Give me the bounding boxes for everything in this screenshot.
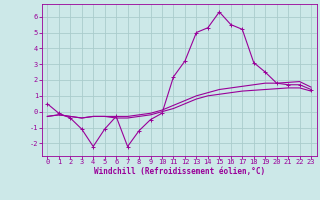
X-axis label: Windchill (Refroidissement éolien,°C): Windchill (Refroidissement éolien,°C) [94,167,265,176]
